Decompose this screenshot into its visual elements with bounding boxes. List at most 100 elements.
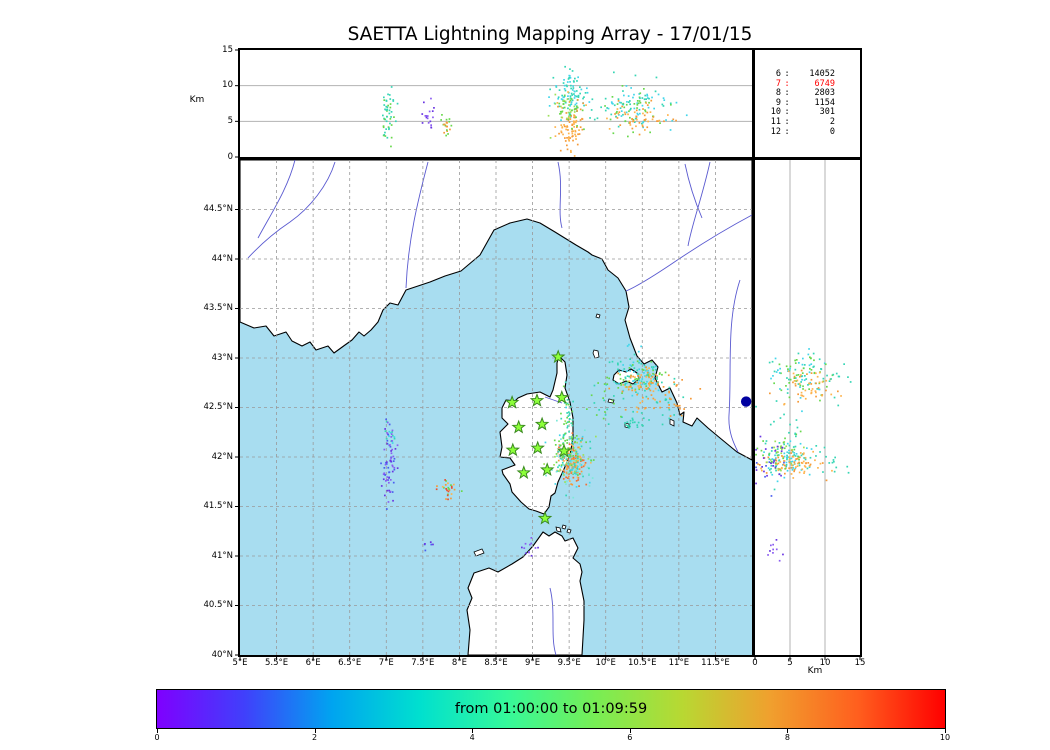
lightning-source-point bbox=[423, 101, 425, 104]
lightning-source-point bbox=[810, 369, 813, 371]
lightning-source-point bbox=[624, 382, 627, 385]
lightning-source-point bbox=[662, 105, 665, 107]
lightning-source-point bbox=[673, 414, 675, 416]
lightning-source-point bbox=[565, 471, 568, 474]
lightning-source-point bbox=[779, 367, 781, 370]
lightning-source-point bbox=[603, 383, 606, 385]
lightning-source-point bbox=[802, 395, 805, 398]
lightning-source-point bbox=[633, 353, 636, 356]
lightning-source-point bbox=[575, 102, 578, 105]
lightning-source-point bbox=[791, 455, 794, 458]
lightning-source-point bbox=[786, 377, 788, 379]
lightning-source-point bbox=[629, 122, 631, 124]
lightning-source-point bbox=[758, 464, 761, 466]
lightning-source-point bbox=[445, 121, 448, 124]
lightning-source-point bbox=[640, 386, 642, 388]
lightning-source-point bbox=[826, 374, 828, 377]
lightning-source-point bbox=[567, 111, 570, 114]
lightning-source-point bbox=[808, 473, 811, 476]
lightning-source-point bbox=[769, 459, 772, 461]
lightning-source-point bbox=[644, 94, 647, 97]
lightning-source-point bbox=[571, 437, 573, 439]
lightning-source-point bbox=[544, 441, 547, 444]
lightning-source-point bbox=[382, 114, 384, 117]
lightning-source-point bbox=[627, 386, 630, 389]
lightning-source-point bbox=[837, 404, 840, 407]
lightning-source-point bbox=[547, 114, 550, 117]
lightning-source-point bbox=[576, 143, 579, 146]
lightning-source-point bbox=[565, 128, 567, 131]
lightning-source-point bbox=[775, 469, 777, 472]
lightning-source-point bbox=[612, 132, 615, 135]
lightning-source-point bbox=[791, 469, 794, 471]
lightning-source-point bbox=[576, 125, 578, 127]
lightning-source-point bbox=[788, 382, 790, 384]
histogram-count: 2803 bbox=[814, 88, 835, 99]
lightning-source-point bbox=[632, 120, 634, 123]
lightning-source-point bbox=[786, 392, 789, 394]
lightning-source-point bbox=[567, 462, 570, 465]
lightning-source-point bbox=[796, 457, 799, 460]
lightning-source-point bbox=[615, 382, 617, 385]
lightning-source-point bbox=[658, 373, 661, 375]
lightning-source-point bbox=[784, 472, 786, 475]
lightning-source-point bbox=[571, 451, 573, 453]
lightning-source-point bbox=[755, 466, 757, 469]
lightning-source-point bbox=[574, 436, 576, 439]
lightning-source-point bbox=[450, 497, 452, 500]
lightning-source-point bbox=[443, 486, 445, 489]
lightning-source-point bbox=[582, 475, 584, 478]
lightning-source-point bbox=[673, 403, 676, 406]
lightning-source-point bbox=[799, 430, 802, 433]
lightning-source-point bbox=[644, 369, 647, 372]
lightning-source-point bbox=[791, 460, 794, 463]
lightning-source-point bbox=[645, 375, 648, 378]
small-island bbox=[566, 528, 572, 534]
lightning-source-point bbox=[545, 474, 547, 477]
lightning-source-point bbox=[616, 108, 619, 110]
lightning-source-point bbox=[386, 432, 389, 434]
lightning-source-point bbox=[576, 80, 578, 82]
lightning-source-point bbox=[386, 136, 389, 139]
lightning-source-point bbox=[633, 121, 636, 123]
lightning-source-point bbox=[647, 97, 649, 99]
lightning-source-point bbox=[639, 112, 641, 115]
lightning-source-point bbox=[589, 447, 592, 450]
lightning-source-point bbox=[387, 501, 390, 503]
lightning-source-point bbox=[584, 464, 586, 466]
lightning-source-point bbox=[645, 383, 647, 385]
lightning-source-point bbox=[613, 402, 615, 405]
lightning-source-point bbox=[622, 90, 624, 92]
lightning-source-point bbox=[642, 121, 644, 124]
lightning-source-point bbox=[587, 458, 590, 460]
lightning-source-point bbox=[565, 406, 567, 409]
lightning-source-point bbox=[603, 390, 606, 393]
lightning-source-point bbox=[647, 387, 650, 389]
lon-tick-label: 11°E bbox=[668, 658, 690, 668]
lightning-source-point bbox=[578, 446, 580, 449]
lightning-source-point bbox=[628, 110, 630, 113]
lightning-source-point bbox=[390, 124, 393, 126]
lightning-source-point bbox=[578, 468, 581, 470]
lightning-source-point bbox=[659, 372, 661, 374]
lightning-source-point bbox=[630, 87, 632, 89]
lightning-source-point bbox=[577, 474, 579, 476]
lightning-source-point bbox=[633, 111, 636, 114]
lightning-source-point bbox=[425, 116, 428, 119]
lightning-source-point bbox=[840, 395, 842, 397]
altitude-vs-latitude-panel bbox=[753, 158, 862, 660]
lightning-source-point bbox=[790, 461, 792, 463]
lightning-source-point bbox=[622, 113, 624, 116]
lightning-source-point bbox=[817, 467, 819, 469]
lightning-source-point bbox=[623, 111, 626, 114]
lightning-source-point bbox=[567, 463, 570, 466]
lightning-source-point bbox=[632, 380, 634, 382]
lightning-source-point bbox=[567, 138, 570, 141]
lightning-source-point bbox=[633, 93, 635, 96]
lightning-source-point bbox=[576, 467, 578, 470]
river-line bbox=[257, 159, 296, 239]
lightning-source-point bbox=[388, 127, 390, 130]
lightning-source-point bbox=[530, 537, 533, 539]
lightning-source-point bbox=[567, 472, 569, 474]
lightning-source-point bbox=[792, 455, 795, 458]
